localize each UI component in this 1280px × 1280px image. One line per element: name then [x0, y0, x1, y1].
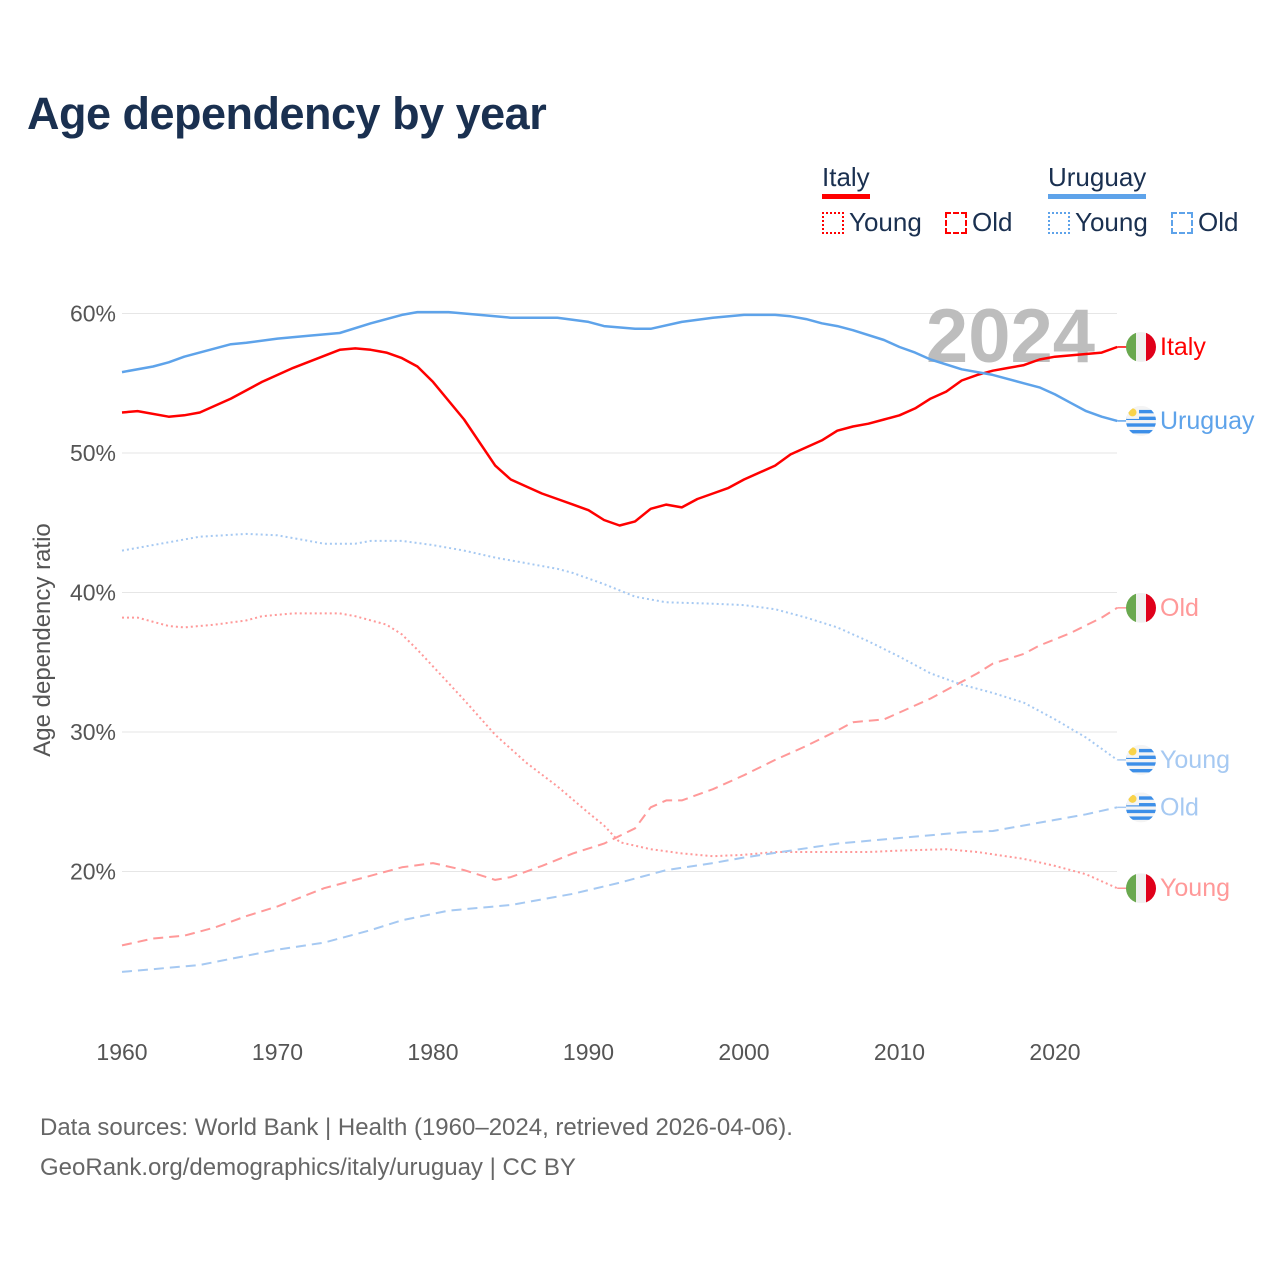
- end-label: Old: [1160, 594, 1199, 622]
- data-sources-text: Data sources: World Bank | Health (1960–…: [40, 1114, 793, 1141]
- axes: 20% 30% 40% 50% 60% 1960 1970 1980 1990 2000 2010 2…: [70, 301, 1081, 1066]
- y-tick-label: 50%: [70, 440, 116, 466]
- series-lines: [121, 310, 1118, 973]
- legend-uruguay-old[interactable]: Old: [1171, 207, 1239, 238]
- legend-italy-young[interactable]: Young: [822, 207, 922, 238]
- legend-uruguay-total[interactable]: Uruguay: [1048, 162, 1147, 199]
- uruguay-flag-icon: [1126, 744, 1156, 775]
- end-label: Uruguay: [1160, 407, 1255, 435]
- x-tick-label: 1960: [96, 1039, 147, 1065]
- italy-flag-icon: [1126, 873, 1156, 904]
- x-tick-label: 1970: [252, 1039, 303, 1065]
- end-label: Italy: [1160, 333, 1206, 361]
- end-label: Old: [1160, 793, 1199, 821]
- uruguay-flag-icon: [1126, 792, 1156, 823]
- legend-uruguay: Uruguay Young Old: [1048, 162, 1255, 241]
- attribution-link[interactable]: GeoRank.org/demographics/italy/uruguay |…: [40, 1154, 576, 1181]
- x-tick-label: 1980: [407, 1039, 458, 1065]
- dotted-swatch-icon: [1048, 211, 1070, 234]
- series-line-uruguay-old: [121, 806, 1118, 973]
- legend-italy: Italy Young Old: [822, 162, 1029, 241]
- x-tick-label: 1990: [563, 1039, 614, 1065]
- x-tick-label: 2010: [874, 1039, 925, 1065]
- x-tick-label: 2000: [718, 1039, 769, 1065]
- dotted-swatch-icon: [822, 211, 844, 234]
- legend-italy-total[interactable]: Italy: [822, 162, 870, 199]
- legend-uruguay-young[interactable]: Young: [1048, 207, 1148, 238]
- end-label: Young: [1160, 746, 1230, 774]
- series-line-uruguay: [121, 310, 1118, 423]
- legend-italy-old[interactable]: Old: [945, 207, 1013, 238]
- x-tick-label: 2020: [1029, 1039, 1080, 1065]
- end-labels: Italy Uruguay Young Old Young Old: [1117, 331, 1255, 904]
- y-tick-label: 40%: [70, 580, 116, 606]
- gridlines: [122, 313, 1117, 872]
- series-line-uruguay-young: [121, 532, 1118, 761]
- chart-title: Age dependency by year: [27, 88, 547, 139]
- y-tick-label: 60%: [70, 301, 116, 327]
- dashed-swatch-icon: [1171, 211, 1194, 234]
- dashed-swatch-icon: [945, 211, 968, 234]
- y-axis-label: Age dependency ratio: [29, 523, 56, 757]
- series-line-italy-old: [121, 606, 1118, 947]
- footer: Data sources: World Bank | Health (1960–…: [40, 1108, 793, 1188]
- uruguay-flag-icon: [1126, 405, 1156, 436]
- series-line-italy-young: [122, 612, 1118, 890]
- italy-flag-icon: [1126, 592, 1156, 623]
- series-line-italy: [121, 345, 1118, 527]
- y-tick-label: 30%: [70, 719, 116, 745]
- y-tick-label: 20%: [70, 859, 116, 885]
- end-label: Young: [1160, 874, 1230, 902]
- italy-flag-icon: [1126, 331, 1156, 362]
- year-watermark: 2024: [926, 294, 1095, 379]
